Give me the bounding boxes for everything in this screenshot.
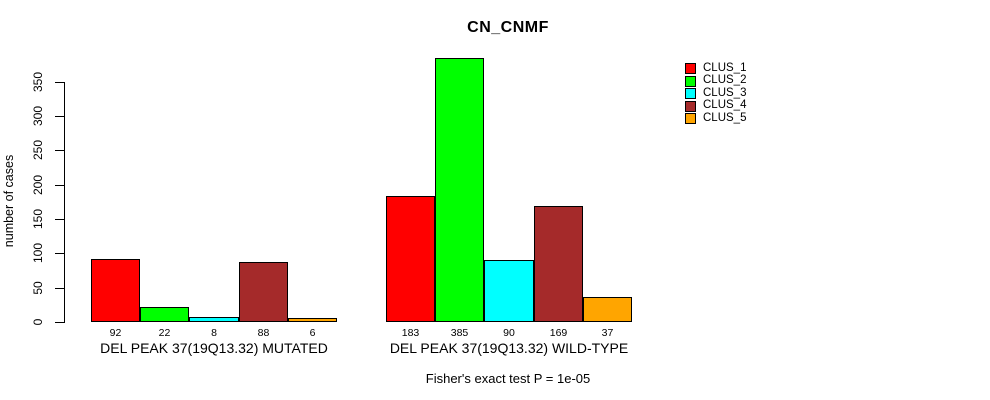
bar-clus_4	[239, 262, 288, 322]
legend-label-clus_2: CLUS_2	[703, 74, 747, 86]
y-tick-mark	[55, 322, 64, 323]
bar-value-label: 385	[450, 327, 469, 339]
bar-clus_4	[534, 206, 583, 322]
bar-value-label: 37	[601, 327, 614, 339]
legend-label-clus_5: CLUS_5	[703, 111, 747, 124]
y-tick-mark	[55, 288, 64, 289]
y-tick-label: 200	[31, 174, 45, 196]
legend-swatch-clus_2	[685, 75, 696, 87]
bar-clus_5	[288, 318, 337, 322]
legend-swatch-clus_1	[685, 63, 696, 74]
legend-label-clus_1: CLUS_1	[703, 61, 747, 74]
bar-clus_5	[583, 297, 632, 322]
y-axis-label: number of cases	[2, 154, 16, 248]
legend-swatch-clus_5	[685, 113, 696, 124]
y-tick-mark	[55, 219, 64, 220]
bar-clus_3	[189, 317, 239, 322]
legend-label-clus_3: CLUS_3	[703, 86, 747, 99]
y-tick-label: 350	[31, 71, 45, 93]
bar-value-label: 90	[503, 327, 515, 339]
bar-value-label: 183	[401, 327, 420, 339]
bar-value-label: 8	[211, 327, 217, 339]
y-tick-mark	[55, 150, 64, 151]
bar-clus_1	[91, 259, 140, 322]
y-tick-label: 250	[31, 139, 45, 161]
legend-label-clus_4: CLUS_4	[703, 99, 747, 111]
y-tick-mark	[55, 116, 64, 117]
y-tick-label: 300	[31, 105, 45, 127]
bar-value-label: 169	[549, 327, 568, 339]
legend-swatch-clus_3	[685, 88, 696, 99]
bar-clus_2	[435, 58, 484, 322]
bar-clus_2	[140, 307, 189, 322]
group-label-wild-type: DEL PEAK 37(19Q13.32) WILD-TYPE	[389, 340, 629, 356]
bar-value-label: 92	[109, 327, 122, 339]
chart-title: CN_CNMF	[467, 19, 549, 36]
y-tick-label: 100	[31, 242, 45, 264]
group-label-mutated: DEL PEAK 37(19Q13.32) MUTATED	[100, 340, 328, 356]
y-tick-mark	[55, 253, 64, 254]
fisher-test-note: Fisher's exact test P = 1e-05	[425, 371, 591, 386]
bar-value-label: 88	[257, 327, 270, 339]
bar-clus_1	[386, 196, 435, 322]
y-tick-label: 150	[31, 208, 45, 230]
y-tick-label: 50	[31, 281, 45, 295]
y-tick-mark	[55, 82, 64, 83]
y-axis-line	[64, 82, 65, 323]
bar-value-label: 6	[309, 327, 316, 339]
bar-value-label: 22	[158, 327, 171, 339]
y-tick-mark	[55, 185, 64, 186]
bar-clus_3	[484, 260, 534, 322]
y-tick-label: 0	[31, 318, 45, 326]
legend-swatch-clus_4	[685, 100, 696, 112]
